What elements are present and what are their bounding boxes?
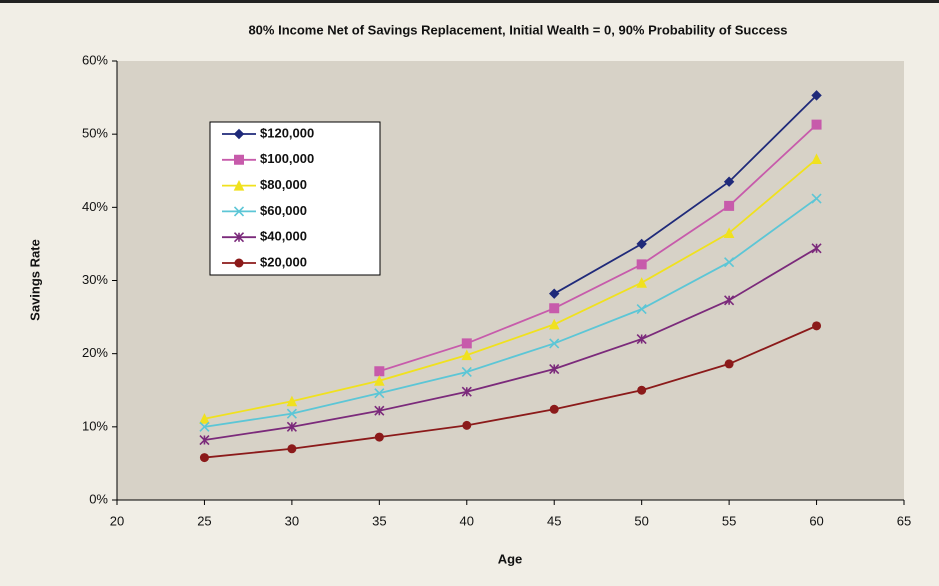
legend-label: $60,000 — [260, 203, 307, 218]
marker — [811, 193, 822, 204]
x-axis-label: Age — [498, 551, 523, 566]
chart-title: 80% Income Net of Savings Replacement, I… — [248, 22, 787, 37]
marker — [234, 258, 244, 268]
marker — [374, 366, 385, 377]
y-tick-label: 60% — [82, 52, 108, 67]
y-tick-label: 30% — [82, 272, 108, 287]
y-tick-label: 20% — [82, 345, 108, 360]
marker — [462, 420, 472, 430]
marker — [461, 386, 472, 397]
marker — [286, 395, 298, 407]
marker — [812, 321, 822, 331]
marker — [723, 176, 735, 187]
marker — [374, 375, 385, 386]
x-tick-label: 50 — [634, 513, 648, 528]
series-line — [379, 123, 818, 373]
x-tick-label: 40 — [460, 513, 474, 528]
marker — [287, 444, 297, 454]
marker — [549, 288, 560, 299]
marker — [461, 338, 472, 349]
x-tick-label: 20 — [110, 513, 124, 528]
marker — [636, 277, 647, 288]
marker — [636, 259, 647, 270]
marker — [461, 349, 473, 361]
marker — [549, 338, 560, 349]
legend-label: $20,000 — [260, 254, 307, 269]
marker — [724, 295, 735, 306]
series-line — [204, 325, 817, 459]
legend-label: $80,000 — [260, 177, 307, 192]
x-tick-label: 30 — [285, 513, 299, 528]
marker — [636, 303, 647, 315]
marker — [199, 421, 210, 432]
marker — [549, 303, 560, 314]
marker — [199, 434, 210, 446]
legend-label: $100,000 — [260, 151, 314, 166]
top-bar — [0, 0, 939, 3]
legend-label: $40,000 — [260, 229, 307, 244]
x-tick-label: 25 — [197, 513, 211, 528]
x-tick-label: 60 — [809, 513, 823, 528]
marker — [723, 227, 735, 238]
marker — [374, 405, 385, 416]
marker — [724, 200, 735, 211]
legend-label: $120,000 — [260, 125, 314, 140]
x-tick-label: 55 — [722, 513, 736, 528]
marker — [374, 388, 385, 399]
y-tick-label: 40% — [82, 199, 108, 214]
series-line — [204, 247, 818, 441]
series-line — [204, 197, 818, 428]
marker — [233, 232, 245, 243]
marker — [286, 408, 297, 419]
marker — [548, 318, 560, 330]
legend — [209, 121, 381, 276]
marker — [811, 243, 822, 254]
y-axis-label: Savings Rate — [27, 239, 42, 321]
y-tick-label: 0% — [89, 491, 108, 506]
marker — [636, 238, 647, 250]
marker — [549, 363, 560, 375]
marker — [234, 154, 244, 165]
marker — [724, 257, 735, 268]
marker — [549, 404, 559, 414]
x-tick-label: 45 — [547, 513, 561, 528]
y-tick-label: 50% — [82, 126, 108, 141]
marker — [811, 119, 822, 130]
x-tick-label: 65 — [897, 513, 911, 528]
marker — [811, 90, 822, 101]
marker — [636, 333, 647, 345]
marker — [233, 179, 245, 191]
marker — [461, 366, 472, 378]
marker — [811, 153, 822, 165]
series-line — [204, 158, 818, 420]
series-line — [553, 94, 818, 295]
marker — [724, 359, 734, 369]
y-tick-label: 10% — [82, 418, 108, 433]
marker — [374, 432, 384, 442]
marker — [233, 206, 245, 217]
marker — [199, 413, 210, 424]
x-tick-label: 35 — [372, 513, 386, 528]
marker — [637, 385, 647, 395]
marker — [286, 421, 297, 432]
marker — [233, 128, 245, 140]
marker — [199, 453, 209, 463]
